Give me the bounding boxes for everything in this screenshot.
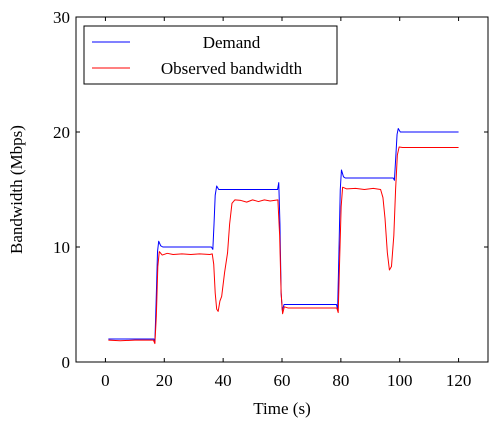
series-line-observed-bandwidth — [108, 146, 459, 345]
axis-ticks: 0 20 40 60 80 100 120 0 10 20 30 — [53, 8, 488, 390]
y-axis-label: Bandwidth (Mbps) — [7, 125, 26, 254]
x-tick-label: 40 — [215, 371, 232, 390]
series-lines — [108, 128, 459, 345]
legend-label: Demand — [203, 33, 261, 52]
x-tick-label: 60 — [274, 371, 291, 390]
y-tick-label: 10 — [53, 238, 70, 257]
x-tick-label: 80 — [332, 371, 349, 390]
legend: Demand Observed bandwidth — [83, 25, 338, 85]
y-tick-label: 0 — [62, 353, 71, 372]
x-axis-label: Time (s) — [253, 399, 310, 418]
x-tick-label: 120 — [446, 371, 472, 390]
x-tick-label: 100 — [387, 371, 413, 390]
x-tick-label: 0 — [101, 371, 110, 390]
legend-box — [83, 25, 338, 85]
legend-label: Observed bandwidth — [161, 59, 303, 78]
y-tick-label: 20 — [53, 123, 70, 142]
x-tick-label: 20 — [156, 371, 173, 390]
y-tick-label: 30 — [53, 8, 70, 27]
